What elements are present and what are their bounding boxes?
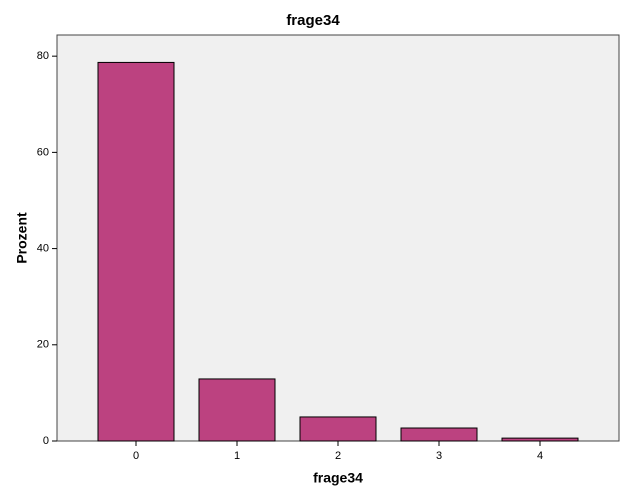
y-tick-label: 60 bbox=[37, 146, 49, 158]
y-tick-label: 80 bbox=[37, 50, 49, 62]
chart-title: frage34 bbox=[286, 12, 340, 29]
bar bbox=[400, 427, 478, 442]
bar bbox=[97, 61, 175, 442]
y-tick-label: 0 bbox=[43, 435, 49, 447]
y-tick-label: 20 bbox=[37, 339, 49, 351]
x-axis-title: frage34 bbox=[313, 470, 363, 486]
x-tick-label: 1 bbox=[234, 450, 240, 462]
y-tick-label: 40 bbox=[37, 242, 49, 254]
x-tick-label: 4 bbox=[537, 450, 543, 462]
y-axis-title: Prozent bbox=[14, 212, 30, 264]
x-tick-label: 3 bbox=[436, 450, 442, 462]
bar bbox=[198, 378, 276, 442]
x-tick-label: 2 bbox=[335, 450, 341, 462]
bar bbox=[299, 416, 377, 442]
x-tick-label: 0 bbox=[133, 450, 139, 462]
bar bbox=[501, 437, 579, 442]
